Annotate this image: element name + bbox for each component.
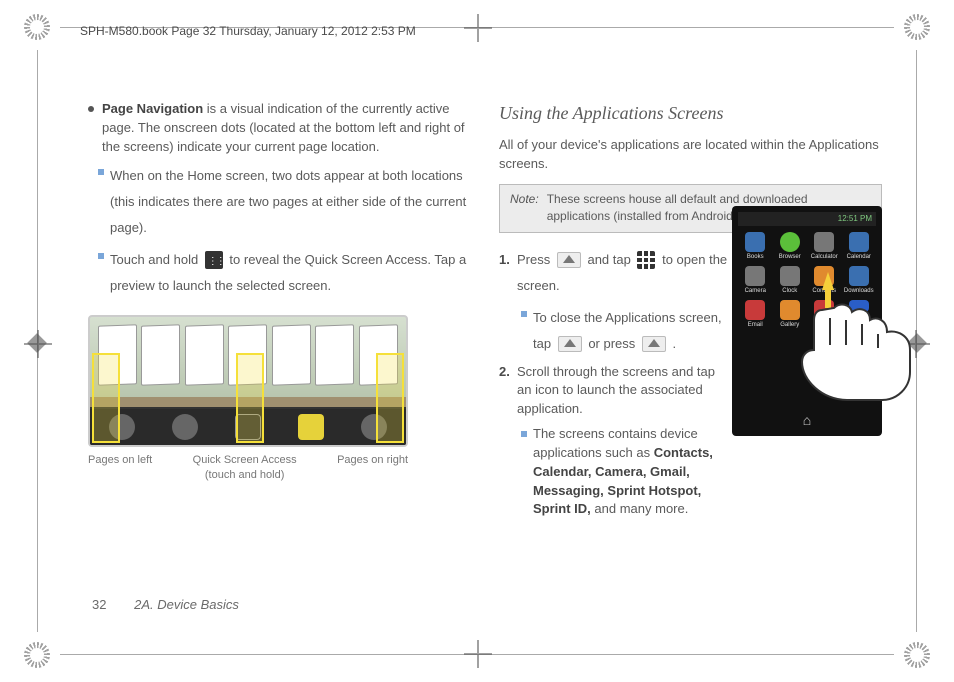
step-2: 2. Scroll through the screens and tap an… [499,363,729,520]
step-1-text-b: and tap [587,252,634,267]
page-navigation-term: Page Navigation [102,101,203,116]
home-screen-dots-text: When on the Home screen, two dots appear… [110,168,466,235]
apps-grid-icon [205,251,223,269]
section-name: 2A. Device Basics [134,597,239,612]
app-clock: Clock [775,266,806,296]
page-navigation-para: Page Navigation is a visual indication o… [88,100,471,157]
left-figure-wrap: Pages on left Quick Screen Access (touch… [88,315,471,485]
page-footer: 32 2A. Device Basics [92,597,239,612]
registration-mark-tl [24,14,50,40]
steps-narrow: 1. Press and tap to open the screen. To … [499,247,729,520]
page-content: Page Navigation is a visual indication o… [88,100,882,622]
phone-status-bar: 12:51 PM [738,212,876,226]
app-calculator-label: Calculator [811,253,838,262]
step-1-sub-b: or press [588,336,639,351]
app-calendar-label: Calendar [847,253,871,262]
page-number: 32 [92,597,106,612]
right-column: Using the Applications Screens All of yo… [499,100,882,622]
highlight-pages-right [376,353,404,443]
home-screen-dots-note: When on the Home screen, two dots appear… [88,163,471,241]
highlight-pages-left [92,353,120,443]
app-browser: Browser [775,232,806,262]
app-books: Books [740,232,771,262]
app-camera: Camera [740,266,771,296]
step-2-number: 2. [499,363,510,382]
step-2-sub-b: and many more. [594,501,688,516]
phone-clock: 12:51 PM [838,213,872,225]
app-camera-label: Camera [745,287,766,296]
scroll-up-arrow-icon [822,272,834,290]
step-1-sub-c: . [673,336,677,351]
app-email: Email [740,300,771,330]
highlight-quick-access [236,353,264,443]
app-downloads-label: Downloads [844,287,874,296]
left-column: Page Navigation is a visual indication o… [88,100,471,622]
dock-messaging-icon [298,414,324,440]
app-clock-label: Clock [782,287,797,296]
figure-captions: Pages on left Quick Screen Access (touch… [88,453,408,485]
phone-home-icon: ⌂ [732,410,882,430]
home-button-icon [557,252,581,268]
home-button-icon-3 [642,336,666,352]
dock-contacts-icon [172,414,198,440]
step-2-text: Scroll through the screens and tap an ic… [517,364,715,417]
home-button-icon-2 [558,336,582,352]
registration-mark-bl [24,642,50,668]
home-screen-figure [88,315,408,447]
quick-screen-access-text-a: Touch and hold [110,252,202,267]
app-browser-label: Browser [779,253,801,262]
section-title: Using the Applications Screens [499,100,882,126]
step-1-sub: To close the Applications screen, tap or… [511,305,729,357]
crop-line-right [916,50,917,632]
registration-mark-br [904,642,930,668]
step-2-sub: The screens contains device applications… [511,425,729,519]
caption-pages-left: Pages on left [88,453,152,485]
step-1-text-a: Press [517,252,554,267]
hand-pointer-illustration [792,300,912,410]
app-calendar: Calendar [844,232,875,262]
step-1-number: 1. [499,247,510,273]
caption-quick-access: Quick Screen Access (touch and hold) [190,453,300,485]
crop-cross-top [464,14,492,42]
app-email-label: Email [748,321,763,330]
note-label: Note: [510,191,539,226]
crop-line-bottom [60,654,894,655]
step-1: 1. Press and tap to open the screen. To … [499,247,729,357]
apps-launcher-icon [637,251,655,269]
caption-pages-right: Pages on right [337,453,408,485]
header-file-path: SPH-M580.book Page 32 Thursday, January … [80,24,416,38]
app-books-label: Books [747,253,764,262]
crop-line-left [37,50,38,632]
quick-screen-access-note: Touch and hold to reveal the Quick Scree… [88,247,471,299]
section-intro: All of your device's applications are lo… [499,136,882,174]
app-downloads: Downloads [844,266,875,296]
app-calculator: Calculator [809,232,840,262]
registration-mark-tr [904,14,930,40]
